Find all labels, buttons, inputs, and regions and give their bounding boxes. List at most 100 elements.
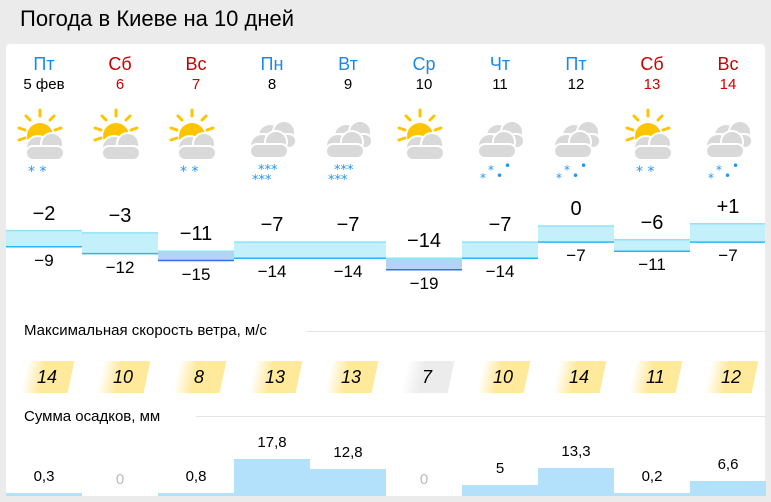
wind-speed: 14	[20, 361, 75, 393]
day-column[interactable]: Чт 11 * • * • −7 −14 10 5	[462, 44, 538, 496]
precip-value: 0,8	[185, 468, 207, 485]
wind-speed: 10	[96, 361, 151, 393]
day-date: 5 фев	[23, 76, 65, 93]
sun-cloud-icon	[90, 106, 150, 186]
wind-section-title: Максимальная скорость ветра, м/с	[24, 322, 277, 339]
day-column[interactable]: Пт 12 * • * • 0 −7 14 13,3	[538, 44, 614, 496]
day-column[interactable]: Сб 6 −3 −12 10 0	[82, 44, 158, 496]
temp-min: −15	[181, 264, 211, 284]
precip-value: 6,6	[717, 456, 739, 474]
wind-speed: 10	[476, 361, 531, 393]
day-column[interactable]: Сб 13 * * −6 −11 11 0,2	[614, 44, 690, 496]
temperature-bands	[6, 222, 765, 271]
temp-min: −19	[409, 273, 439, 293]
svg-text:*: *	[564, 163, 570, 177]
precip-bar	[310, 468, 386, 496]
temp-max: −7	[260, 214, 284, 237]
cloudy-heavy-snow-icon: *** ***	[318, 106, 378, 188]
precip-section-title: Сумма осадков, мм	[24, 408, 171, 425]
day-column[interactable]: Вс 14 * • * • +1 −7 12 6,6	[690, 44, 766, 496]
day-date: 12	[567, 76, 585, 93]
sun-cloud-snow-icon: * *	[166, 106, 226, 186]
day-date: 11	[492, 76, 508, 93]
day-date: 6	[115, 76, 125, 93]
temp-max: −2	[32, 202, 56, 225]
wind-speed: 11	[628, 361, 683, 393]
cloudy-sleet-icon: * • * •	[698, 106, 758, 186]
svg-text:•: •	[504, 159, 511, 173]
precip-value: 0,2	[641, 468, 663, 485]
precip-bar	[614, 493, 690, 496]
wind-value: 14	[37, 367, 58, 387]
svg-text:***: ***	[252, 173, 272, 186]
precip-value: 17,8	[257, 433, 287, 451]
precip-bar	[690, 481, 766, 496]
precip-value: 0	[115, 471, 125, 488]
temp-min: −14	[333, 262, 363, 282]
svg-text:* *: * *	[180, 164, 198, 180]
wind-value: 12	[721, 367, 742, 387]
day-column[interactable]: Пт 5 фев * * −2 −9 14 0,3	[6, 44, 82, 496]
svg-text:*: *	[556, 171, 562, 185]
sun-cloud-snow-icon: * *	[622, 106, 682, 186]
precip-value: 12,8	[333, 443, 363, 461]
day-column[interactable]: Ср 10 −14 −19 7 0	[386, 44, 462, 496]
day-of-week: Чт	[489, 54, 511, 74]
temp-band	[690, 223, 765, 243]
temp-max: −3	[108, 204, 132, 227]
temp-max: 0	[570, 198, 582, 220]
wind-value: 10	[493, 367, 514, 387]
svg-text:***: ***	[258, 163, 278, 178]
precip-value: 0	[419, 471, 429, 488]
precip-value: 5	[495, 459, 505, 477]
wind-value: 7	[422, 367, 433, 387]
wind-speed: 13	[324, 361, 379, 393]
svg-text:•: •	[724, 169, 731, 183]
day-of-week: Вт	[338, 54, 358, 74]
divider	[196, 416, 765, 417]
day-date: 14	[719, 76, 737, 93]
precip-value: 0,3	[33, 468, 55, 485]
wind-speed: 13	[248, 361, 303, 393]
wind-value: 8	[194, 367, 205, 387]
svg-text:* *: * *	[28, 164, 46, 180]
svg-text:*: *	[716, 163, 722, 177]
cloudy-heavy-snow-icon: *** ***	[242, 106, 302, 188]
precip-bar	[462, 484, 538, 496]
temp-max: −11	[179, 223, 213, 246]
temp-band	[6, 230, 82, 247]
day-of-week: Сб	[108, 54, 132, 74]
forecast-card: Максимальная скорость ветра, м/с Сумма о…	[6, 44, 766, 496]
temp-band	[310, 242, 386, 259]
svg-text:* *: * *	[636, 164, 654, 180]
precip-bar	[158, 493, 234, 496]
sun-cloud-icon	[394, 106, 454, 186]
temp-band	[538, 226, 614, 243]
svg-text:•: •	[572, 169, 579, 183]
day-column[interactable]: Вс 7 * * −11 −15 8 0,8	[158, 44, 234, 496]
day-of-week: Ср	[412, 54, 436, 74]
temp-min: −7	[566, 246, 586, 266]
temp-min: −9	[34, 250, 54, 270]
temp-band	[614, 239, 690, 252]
wind-speed: 12	[704, 361, 759, 393]
temp-band	[386, 258, 462, 270]
day-date: 7	[191, 76, 201, 93]
wind-speed: 14	[552, 361, 607, 393]
temp-max: −7	[336, 214, 360, 237]
temp-max: −14	[407, 230, 441, 253]
wind-value: 14	[569, 367, 590, 387]
wind-value: 13	[265, 367, 286, 387]
wind-speed: 8	[172, 361, 227, 393]
sun-cloud-snow-icon: * *	[14, 106, 74, 186]
day-column[interactable]: Пн 8 *** *** −7 −14 13 17,8	[234, 44, 310, 496]
precip-bar	[234, 458, 310, 496]
temp-min: −14	[485, 262, 515, 282]
temp-min: −12	[105, 257, 135, 277]
day-column[interactable]: Вт 9 *** *** −7 −14 13 12,8	[310, 44, 386, 496]
svg-text:•: •	[732, 159, 739, 173]
temp-min: −14	[257, 262, 287, 282]
page-title: Погода в Киеве на 10 дней	[20, 6, 295, 31]
svg-text:•: •	[496, 169, 503, 183]
precip-value: 13,3	[561, 442, 591, 460]
